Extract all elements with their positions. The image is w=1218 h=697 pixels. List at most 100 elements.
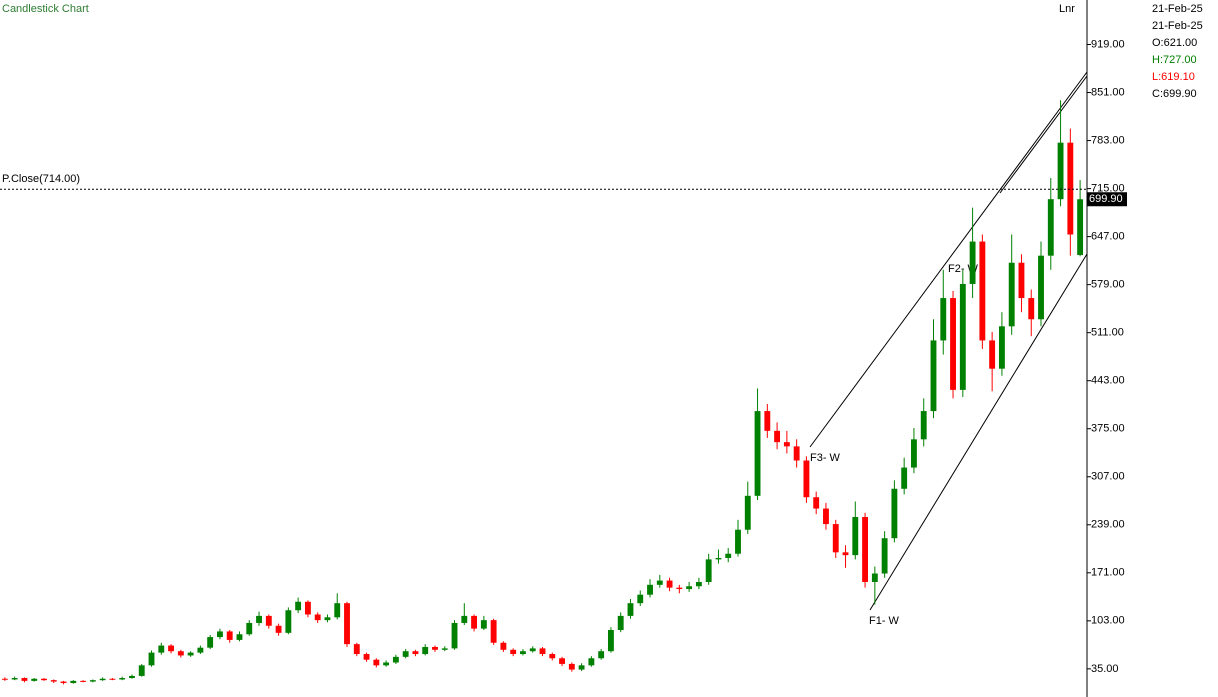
y-tick-label: 375.00 xyxy=(1091,423,1125,435)
candle-body xyxy=(637,594,644,604)
candle-body xyxy=(647,584,653,595)
candle-body xyxy=(285,610,292,633)
candle-body xyxy=(862,517,868,582)
candle-body xyxy=(588,658,595,666)
candle-body xyxy=(735,529,741,554)
candle-body xyxy=(363,654,370,660)
candle-body xyxy=(11,678,18,680)
candle-body xyxy=(1018,262,1025,299)
candle-body xyxy=(852,517,859,556)
candle-body xyxy=(226,631,233,640)
candle-body xyxy=(744,495,751,530)
y-tick-label: 35.00 xyxy=(1091,663,1119,675)
candle-body xyxy=(891,488,898,539)
candle-body xyxy=(832,524,839,553)
candle-body xyxy=(412,651,419,655)
candle-body xyxy=(1057,142,1064,200)
candle-body xyxy=(344,603,350,645)
candle-body xyxy=(598,651,605,659)
y-tick-label: 919.00 xyxy=(1091,38,1125,50)
candle-body xyxy=(461,615,468,623)
candle-body xyxy=(803,460,810,498)
candle-body xyxy=(31,678,38,681)
candle-body xyxy=(187,652,194,656)
candle-body xyxy=(539,648,546,655)
candle-body xyxy=(715,557,722,560)
chart-title: Candlestick Chart xyxy=(2,3,89,15)
candle-body xyxy=(998,326,1005,369)
candle-body xyxy=(549,654,556,659)
info-open: O:621.00 xyxy=(1152,37,1197,49)
y-tick-label: 783.00 xyxy=(1091,134,1125,146)
candle-body xyxy=(246,622,253,635)
candle-body xyxy=(60,681,67,683)
y-tick-label: 579.00 xyxy=(1091,279,1125,291)
candle-body xyxy=(236,634,243,640)
candle-body xyxy=(89,680,96,682)
candle-body xyxy=(80,680,87,682)
candle-body xyxy=(510,649,517,655)
candle-body xyxy=(578,665,585,670)
y-tick-label: 443.00 xyxy=(1091,375,1125,387)
candle-body xyxy=(1028,298,1035,320)
candle-body xyxy=(793,446,800,461)
candle-body xyxy=(969,241,976,284)
candle-body xyxy=(705,559,712,582)
candle-body xyxy=(21,678,28,681)
y-tick-label: 103.00 xyxy=(1091,615,1125,627)
candle-body xyxy=(500,642,507,650)
candle-body xyxy=(695,581,702,587)
candle-body xyxy=(148,652,155,666)
candle-body xyxy=(217,631,223,638)
last-price-box xyxy=(1087,192,1127,207)
candle-body xyxy=(265,615,272,626)
candle-body xyxy=(627,603,634,616)
scale-label: Lnr xyxy=(1059,3,1075,15)
info-high: H:727.00 xyxy=(1152,54,1197,66)
y-tick-label: 307.00 xyxy=(1091,471,1125,483)
last-price-label: 699.90 xyxy=(1089,193,1123,205)
candle-body xyxy=(422,646,429,655)
trendline xyxy=(809,71,1088,448)
y-tick-label: 715.00 xyxy=(1091,182,1125,194)
candle-body xyxy=(490,620,497,643)
candle-body xyxy=(383,662,390,666)
candle-body xyxy=(842,552,849,556)
candle-body xyxy=(686,586,693,590)
info-close: C:699.90 xyxy=(1152,88,1197,100)
candle-body xyxy=(725,553,732,558)
candle-body xyxy=(177,651,184,656)
candle-body xyxy=(41,678,47,681)
candle-body xyxy=(871,573,878,582)
candle-body xyxy=(1008,262,1015,327)
candle-body xyxy=(774,430,781,443)
candle-body xyxy=(881,538,888,574)
candle-body xyxy=(617,615,624,631)
candle-body xyxy=(1047,199,1054,256)
candle-body xyxy=(432,646,438,650)
candle-body xyxy=(304,601,311,615)
prev-close-label: P.Close(714.00) xyxy=(2,173,80,185)
candle-body xyxy=(392,656,399,663)
candle-body xyxy=(754,411,761,496)
candle-body xyxy=(314,614,321,621)
candle-body xyxy=(275,625,282,633)
candle-body xyxy=(940,298,947,341)
candle-body xyxy=(1067,142,1074,235)
candle-body xyxy=(402,651,409,657)
annotation: F3- W xyxy=(810,452,841,464)
info-low: L:619.10 xyxy=(1152,71,1195,83)
trendline xyxy=(869,253,1088,611)
candle-body xyxy=(334,603,341,618)
candle-body xyxy=(109,678,116,680)
candle-body xyxy=(666,580,673,588)
info-date: 21-Feb-25 xyxy=(1152,3,1203,15)
candle-body xyxy=(979,241,986,341)
candle-body xyxy=(764,411,771,431)
candle-body xyxy=(823,508,829,525)
candle-body xyxy=(129,675,135,679)
candle-body xyxy=(959,283,966,390)
candle-body xyxy=(568,663,575,670)
candle-body xyxy=(520,651,526,655)
candle-body xyxy=(920,411,927,440)
